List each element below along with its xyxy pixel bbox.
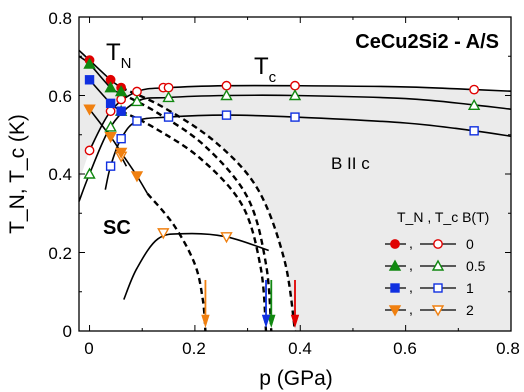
x-tick-labels: 0 0.2 0.4 0.6 0.8: [84, 339, 520, 358]
tc-marker: [84, 145, 95, 156]
tc-marker: [221, 110, 232, 120]
tn-marker: [84, 75, 95, 85]
tc-marker: [290, 112, 300, 122]
legend-label: 0: [466, 236, 474, 252]
y-tick-label: 0: [63, 322, 72, 341]
critical-pressure-arrowhead: [290, 314, 300, 328]
tc-marker: [132, 86, 142, 97]
legend: T_N , T_c B(T) , 0, 0.5, 1, 2: [385, 209, 489, 318]
tn-marker: [390, 239, 400, 249]
tc-fit-curve: [123, 232, 269, 300]
tc-marker: [116, 133, 126, 144]
legend-label: 0.5: [466, 258, 486, 274]
tn-marker: [105, 98, 116, 109]
tc-marker: [132, 116, 142, 126]
tc-marker: [105, 106, 116, 117]
legend-separator: ,: [409, 257, 413, 273]
tn-extrapolation-dashed: [120, 92, 273, 332]
tc-marker: [116, 94, 127, 105]
y-tick-labels: 0 0.2 0.4 0.6 0.8: [48, 9, 72, 341]
tn-extrapolation-dashed: [120, 110, 268, 332]
critical-pressure-arrowhead: [201, 314, 210, 328]
x-axis-label: p (GPa): [259, 367, 333, 390]
tc-marker: [433, 239, 443, 249]
tn-marker: [114, 147, 128, 159]
tc-marker: [288, 89, 302, 101]
tn-extrapolation-dashed: [120, 86, 297, 332]
y-tick-label: 0.8: [48, 9, 72, 28]
tc-marker: [431, 305, 445, 317]
tn-marker: [104, 132, 117, 144]
x-tick-label: 0.6: [393, 339, 417, 358]
legend-label: 1: [466, 280, 474, 296]
tc-marker: [290, 80, 300, 91]
tc-fit-curve: [78, 94, 512, 202]
tn-marker: [114, 85, 128, 97]
legend-header: T_N , T_c B(T): [397, 209, 489, 225]
tn-marker: [130, 171, 144, 183]
chart-title: CeCu2Si2 - A/S: [355, 31, 499, 53]
y-tick-label: 0.2: [48, 244, 72, 263]
y-axis-label: T_N, T_c (K): [6, 114, 29, 234]
tc-marker: [162, 91, 175, 103]
tc-marker: [220, 232, 233, 244]
sc-annotation: SC: [103, 217, 131, 239]
tc-marker: [104, 120, 117, 132]
tn-fit-curve: [78, 55, 122, 95]
critical-pressure-arrowhead: [267, 314, 276, 328]
plot-area: [78, 49, 512, 332]
tn-marker: [116, 106, 126, 116]
legend-label: 2: [466, 302, 474, 318]
legend-separator: ,: [409, 301, 413, 317]
tn-extrapolation-dashed: [146, 192, 207, 332]
x-tick-label: 0.8: [496, 339, 520, 358]
legend-entries: , 0, 0.5, 1, 2: [385, 235, 486, 318]
tc-marker: [469, 84, 480, 95]
field-orientation-annotation: B II c: [331, 154, 370, 173]
tc-marker: [469, 126, 479, 136]
tn-marker: [104, 81, 117, 93]
tn-marker: [83, 104, 96, 116]
tn-marker: [390, 283, 400, 293]
tn-marker: [388, 259, 402, 271]
superconducting-region: [79, 52, 511, 332]
tc-marker: [433, 283, 443, 293]
tn-annotation: TN: [106, 39, 132, 72]
tc-marker: [83, 167, 96, 179]
x-tick-label: 0.4: [288, 339, 312, 358]
x-tick-label: 0.2: [182, 339, 206, 358]
tc-annotation: Tc: [254, 53, 277, 86]
legend-separator: ,: [409, 235, 413, 251]
y-tick-label: 0.4: [48, 165, 72, 184]
tc-marker: [105, 161, 116, 171]
tc-marker: [221, 80, 232, 91]
tc-marker: [467, 98, 481, 111]
axis-ticks: [79, 16, 512, 332]
x-tick-label: 0: [84, 339, 93, 358]
tn-marker: [388, 305, 402, 317]
critical-pressure-arrowhead: [261, 314, 271, 328]
tc-marker: [220, 89, 233, 101]
tc-marker: [163, 112, 174, 122]
tc-marker: [431, 259, 445, 271]
y-tick-label: 0.6: [48, 87, 72, 106]
legend-separator: ,: [409, 279, 413, 295]
tn-marker: [83, 57, 96, 69]
tc-marker: [163, 82, 174, 93]
tc-marker: [130, 94, 144, 107]
tc-marker: [157, 228, 170, 240]
